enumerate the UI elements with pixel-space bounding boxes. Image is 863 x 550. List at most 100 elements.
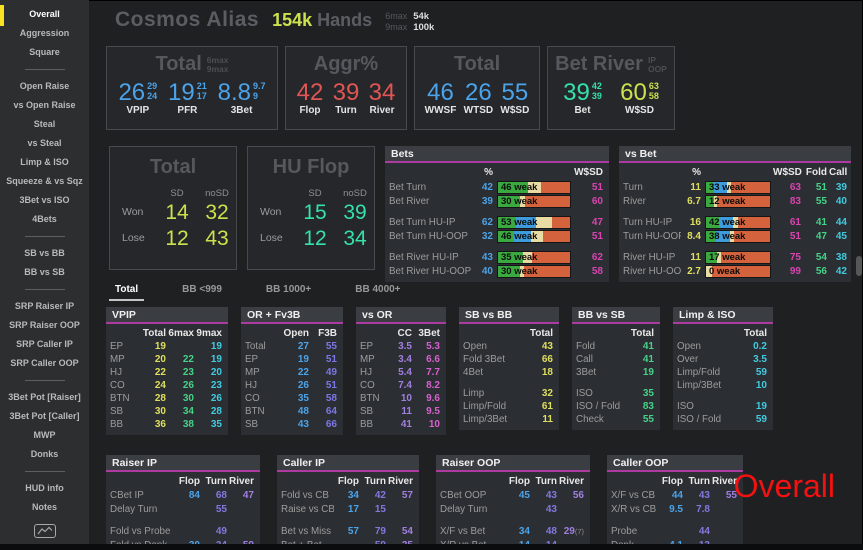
row-label: Won	[122, 206, 144, 218]
cell-value: 57	[347, 525, 359, 537]
table-sb-vs-bb: SB vs BB Total Open 43 Fold 3Bet 66 4Bet 18 Limp…	[459, 307, 559, 430]
sidebar-item-srp-raiser-oop[interactable]: SRP Raiser OOP	[9, 320, 80, 330]
stat-row: BTN 10 9.6	[360, 392, 442, 405]
nine-max-hands: 100k	[413, 22, 435, 33]
stat-row: Bet River HU-OOP 40 30 weak 58	[389, 264, 605, 278]
sidebar-item-srp-caller-oop[interactable]: SRP Caller OOP	[10, 358, 79, 368]
sidebar-item-steal[interactable]: Steal	[33, 119, 56, 129]
sidebar-item-open-raise[interactable]: Open Raise	[19, 81, 70, 91]
sidebar-divider	[24, 471, 65, 472]
sidebar-item-3bet-pot-caller[interactable]: 3Bet Pot [Caller]	[9, 411, 80, 421]
stat-row: 4Bet 18	[463, 366, 555, 379]
cell-value: 17	[347, 503, 359, 515]
main-content: Cosmos Alias 154k Hands 6max 54k 9max 10…	[89, 0, 863, 550]
row-label: Fold vs CB	[281, 489, 329, 501]
stat-row: MP 20 22 19	[110, 353, 224, 366]
hand-strength-bar: 35 weak	[497, 250, 571, 264]
row-label: CO	[245, 393, 260, 404]
stat-w-sd: 55 W$SD	[500, 80, 529, 116]
row-label: Limp/Fold	[677, 367, 721, 378]
stat-label: PFR	[177, 105, 198, 116]
row-label: EP	[245, 354, 259, 365]
row-label: Bet Turn	[389, 181, 427, 193]
tab-bb-1000[interactable]: BB 1000+	[265, 284, 312, 295]
stat-vpip: 26 29 24 VPIP	[118, 80, 157, 116]
pct-value: 62	[481, 216, 493, 228]
cell-value: 38	[182, 419, 194, 430]
sidebar-item-squeeze-vs-sqz[interactable]: Squeeze & vs Sqz	[6, 176, 83, 186]
sidebar-item-bb-vs-sb[interactable]: BB vs SB	[24, 267, 65, 277]
sidebar-item-mwp[interactable]: MWP	[33, 430, 56, 440]
stat-row: EP 19 19	[110, 340, 224, 353]
sidebar-item-vs-open-raise[interactable]: vs Open Raise	[13, 100, 76, 110]
scrollbar-thumb[interactable]	[856, 256, 862, 276]
bar-segment-cream	[523, 251, 532, 263]
sidebar-item-overall[interactable]: Overall	[29, 9, 60, 19]
sidebar-item-sb-vs-bb[interactable]: SB vs BB	[24, 248, 65, 258]
column-header-cc: CC	[397, 327, 412, 339]
column-header-flop: Flop	[661, 475, 683, 487]
cell-value: 24	[154, 380, 166, 391]
row-label: CO	[110, 380, 125, 391]
bar-segment-cream	[713, 195, 717, 207]
stat-value: 55	[501, 79, 529, 106]
tab-bb-999[interactable]: BB <999	[182, 284, 222, 295]
row-label: ISO	[677, 401, 694, 412]
sidebar-item-limp-iso[interactable]: Limp & ISO	[20, 157, 69, 167]
bar-label: 30 weak	[501, 195, 538, 207]
bar-segment-cream	[528, 181, 542, 193]
row-label: Check	[576, 414, 604, 425]
row-label: 3Bet	[576, 367, 597, 378]
stat-row: River HU-OOP 2.7 0 weak 99 56 42	[623, 264, 847, 278]
row-label: EP	[110, 341, 124, 352]
sidebar-item-3bet-vs-iso[interactable]: 3Bet vs ISO	[19, 195, 70, 205]
column-header: noSD	[343, 188, 367, 199]
row-spacer	[623, 208, 847, 215]
sidebar-item-donks[interactable]: Donks	[30, 449, 59, 459]
bar-label: 46 weak	[501, 181, 538, 193]
row-label: Fold 3Bet	[463, 354, 505, 365]
panel-total-wonlose: Total SD noSD Won 14 32 Lose 12 43	[109, 146, 237, 270]
sidebar-item-aggression[interactable]: Aggression	[19, 28, 70, 38]
sidebar-item-srp-caller-ip[interactable]: SRP Caller IP	[16, 339, 73, 349]
row-label: Limp/3Bet	[463, 414, 508, 425]
stat-value: 34	[343, 227, 367, 250]
sidebar-item-3bet-pot-raiser[interactable]: 3Bet Pot [Raiser]	[8, 392, 81, 402]
cell-sample-note: (7)	[574, 526, 584, 536]
panel-title: Total	[155, 53, 202, 75]
hand-strength-bar: 53 weak	[497, 215, 571, 229]
row-label: HJ	[245, 380, 257, 391]
table-title: vs Bet	[619, 146, 851, 163]
bar-segment-cream	[519, 195, 526, 207]
cell-value: 66	[541, 354, 553, 365]
cell-value: 42	[374, 489, 386, 501]
bar-segment-orange	[733, 230, 770, 242]
wsd-value: 62	[591, 251, 603, 263]
sidebar-item-vs-steal[interactable]: vs Steal	[27, 138, 62, 148]
stat-row: X/F vs Bet 34 48 29(7)	[440, 524, 586, 538]
tab-bb-4000[interactable]: BB 4000+	[355, 284, 401, 295]
bar-segment-green	[498, 216, 516, 228]
sidebar-item-4bets[interactable]: 4Bets	[32, 214, 57, 224]
stat-row: Raise vs CB 17 15	[281, 502, 415, 516]
sidebar-item-notes[interactable]: Notes	[31, 502, 57, 512]
call-column-header: Call	[829, 167, 848, 178]
stat-label: WWSF	[424, 105, 457, 116]
page-header: Cosmos Alias 154k Hands 6max 54k 9max 10…	[115, 8, 434, 33]
column-header-total: Total	[529, 327, 553, 339]
sidebar-item-srp-raiser-ip[interactable]: SRP Raiser IP	[14, 301, 75, 311]
row-label: Total	[245, 341, 266, 352]
pct-value: 39	[481, 195, 493, 207]
row-label: Lose	[122, 232, 145, 244]
tab-total[interactable]: Total	[109, 280, 145, 301]
sidebar-item-square[interactable]: Square	[29, 47, 60, 57]
cell-value: 26	[297, 380, 309, 391]
pct-value: 8.4	[687, 230, 701, 242]
row-label: Over	[677, 354, 699, 365]
pct-value: 6.7	[687, 195, 701, 207]
sidebar-item-hud-info[interactable]: HUD info	[25, 483, 64, 493]
cell-value: 44	[698, 525, 710, 537]
chart-icon[interactable]	[0, 522, 89, 550]
cell-value: 3.4	[398, 354, 412, 365]
hand-strength-bar: 33 weak	[705, 180, 771, 194]
